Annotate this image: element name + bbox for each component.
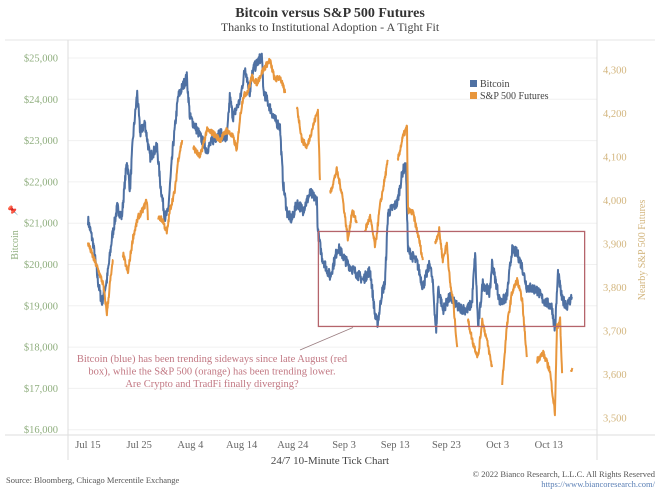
sp500-line [501, 277, 528, 386]
chart-subtitle: Thanks to Institutional Adoption - A Tig… [221, 20, 440, 34]
sp500-line [466, 317, 493, 368]
website-link[interactable]: https://www.biancoresearch.com/ [541, 479, 655, 489]
series-layer [87, 52, 574, 417]
annotation-line: Are Crypto and TradFi finally diverging? [125, 379, 299, 390]
annotation-line: box), while the S&P 500 (orange) has bee… [88, 367, 335, 378]
chart-title: Bitcoin versus S&P 500 Futures [235, 6, 425, 21]
y-right-tick-label: 4,200 [603, 109, 627, 120]
y-left-tick-label: $25,000 [24, 54, 58, 65]
sp500-line [569, 367, 574, 372]
x-tick-label: Sep 3 [332, 440, 356, 451]
y-left-ticks: $25,000 $24,000 $23,000 $22,000 $21,000 $20,0… [24, 54, 58, 437]
x-tick-label: Jul 15 [75, 440, 100, 451]
y-left-tick-label: $19,000 [24, 301, 58, 312]
sp500-line [192, 57, 287, 159]
sp500-line [295, 106, 321, 181]
y-left-tick-label: $17,000 [24, 384, 58, 395]
y-right-tick-label: 3,700 [603, 327, 627, 338]
x-tick-label: Aug 4 [177, 440, 204, 451]
legend-swatch-sp500 [470, 92, 477, 99]
sp500-line [329, 166, 358, 242]
x-tick-label: Oct 13 [535, 440, 563, 451]
x-ticks: Jul 15 Jul 25 Aug 4 Aug 14 Aug 24 Sep 3 Sep 13… [75, 440, 563, 451]
source-note: Source: Bloomberg, Chicago Mercentile Ex… [6, 475, 180, 485]
y-left-tick-label: $23,000 [24, 136, 58, 147]
sp500-line [121, 198, 149, 275]
legend-swatch-bitcoin [470, 80, 477, 87]
y-left-tick-label: $22,000 [24, 177, 58, 188]
y-left-tick-label: $24,000 [24, 95, 58, 106]
y-right-tick-label: 4,300 [603, 66, 627, 77]
x-tick-label: Oct 3 [486, 440, 509, 451]
sp500-line [536, 316, 564, 417]
legend-label-bitcoin: Bitcoin [480, 79, 509, 90]
x-tick-label: Sep 13 [381, 440, 410, 451]
x-tick-label: Sep 23 [432, 440, 461, 451]
annotation: Bitcoin (blue) has been trending sideway… [77, 354, 348, 390]
x-tick-label: Aug 14 [226, 440, 258, 451]
x-tick-label: Jul 25 [127, 440, 152, 451]
y-right-tick-label: 3,800 [603, 283, 627, 294]
y-right-tick-label: 3,600 [603, 370, 627, 381]
sp500-line [157, 139, 184, 235]
pushpin-icon[interactable]: 📌 [7, 205, 18, 216]
y-right-tick-label: 3,900 [603, 240, 627, 251]
legend-label-sp500: S&P 500 Futures [480, 91, 549, 102]
y-left-tick-label: $21,000 [24, 219, 58, 230]
legend: Bitcoin S&P 500 Futures [470, 79, 549, 102]
y-left-label: Bitcoin [10, 230, 21, 259]
y-right-ticks: 4,300 4,200 4,100 4,000 3,900 3,800 3,700 3,600… [603, 66, 627, 425]
y-left-tick-label: $20,000 [24, 260, 58, 271]
y-right-tick-label: 4,000 [603, 196, 627, 207]
x-axis-label: 24/7 10-Minute Tick Chart [271, 455, 389, 467]
highlight-box [317, 230, 586, 328]
sp500-line [396, 124, 424, 261]
copyright: © 2022 Bianco Research, L.L.C. All Right… [473, 469, 656, 479]
annotation-arrow [299, 327, 354, 351]
y-right-tick-label: 4,100 [603, 153, 627, 164]
annotation-line: Bitcoin (blue) has been trending sideway… [77, 354, 348, 365]
y-right-label: Nearby S&P 500 Futures [637, 200, 648, 301]
y-left-tick-label: $18,000 [24, 343, 58, 354]
sp500-line [87, 242, 114, 317]
x-tick-label: Aug 24 [277, 440, 309, 451]
sp500-line [364, 159, 389, 249]
y-left-tick-label: $16,000 [24, 425, 58, 436]
bitcoin-line [87, 52, 573, 334]
y-right-tick-label: 3,500 [603, 414, 627, 425]
